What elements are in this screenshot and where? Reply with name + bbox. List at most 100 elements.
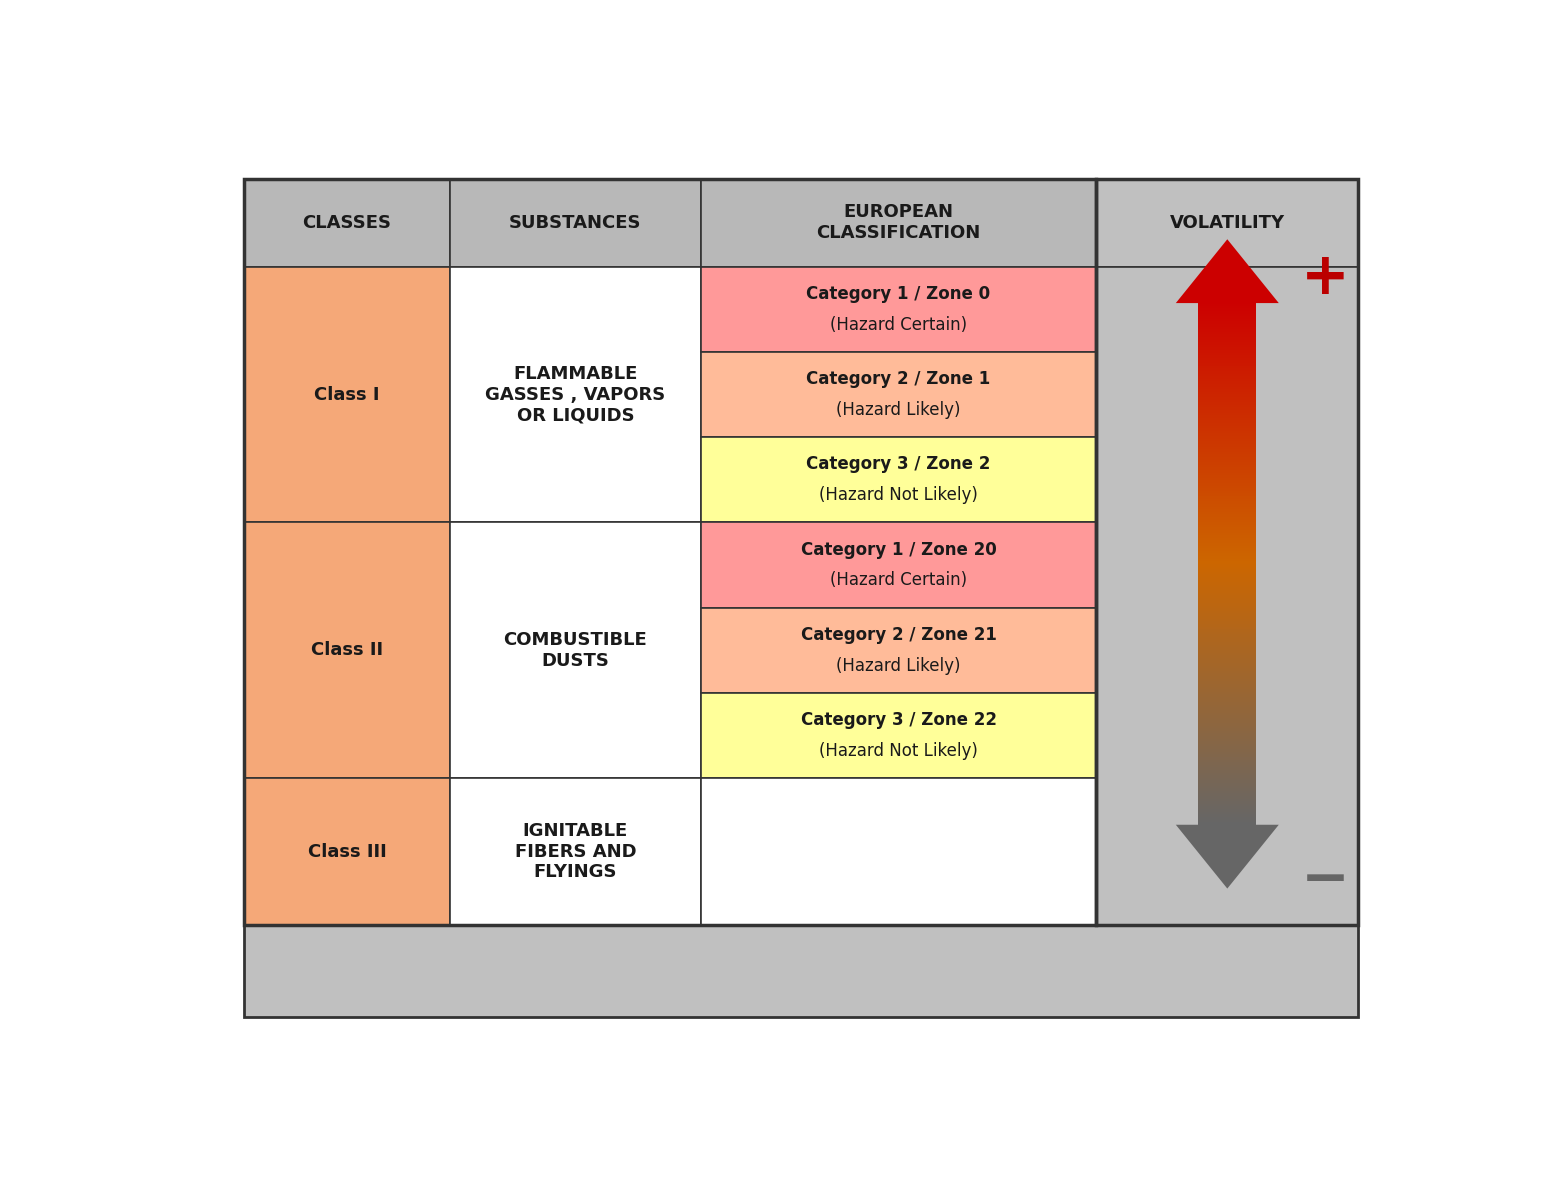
Bar bbox=[1199, 609, 1257, 611]
Bar bbox=[1199, 525, 1257, 527]
Bar bbox=[1199, 559, 1257, 561]
Bar bbox=[1199, 553, 1257, 556]
Bar bbox=[1199, 596, 1257, 598]
Text: (Hazard Certain): (Hazard Certain) bbox=[830, 572, 967, 590]
Bar bbox=[1199, 478, 1257, 481]
Bar bbox=[450, 179, 700, 266]
Bar bbox=[1199, 551, 1257, 553]
Bar bbox=[1199, 639, 1257, 642]
Bar bbox=[1199, 613, 1257, 616]
Bar bbox=[1199, 674, 1257, 676]
Bar bbox=[1199, 332, 1257, 334]
Bar bbox=[244, 266, 450, 522]
Bar bbox=[1199, 815, 1257, 817]
Bar bbox=[1199, 353, 1257, 355]
Bar bbox=[1199, 457, 1257, 459]
Bar bbox=[1199, 410, 1257, 413]
Text: EUROPEAN
CLASSIFICATION: EUROPEAN CLASSIFICATION bbox=[816, 204, 980, 242]
Text: SUBSTANCES: SUBSTANCES bbox=[510, 213, 642, 232]
Bar bbox=[1199, 822, 1257, 825]
Bar bbox=[1199, 702, 1257, 704]
Bar bbox=[1199, 459, 1257, 462]
Bar bbox=[1199, 418, 1257, 420]
Bar bbox=[1199, 465, 1257, 468]
Bar bbox=[1199, 520, 1257, 522]
Bar bbox=[244, 179, 1096, 925]
Text: Category 2 / Zone 21: Category 2 / Zone 21 bbox=[800, 626, 997, 644]
Bar bbox=[1199, 509, 1257, 511]
Bar bbox=[1199, 583, 1257, 585]
Bar bbox=[1199, 658, 1257, 661]
Bar bbox=[1199, 661, 1257, 663]
Bar bbox=[1199, 522, 1257, 525]
Polygon shape bbox=[1175, 239, 1279, 303]
Text: (Hazard Likely): (Hazard Likely) bbox=[836, 401, 961, 419]
Bar bbox=[1199, 741, 1257, 744]
Bar bbox=[700, 437, 1096, 522]
Bar bbox=[1199, 498, 1257, 501]
Bar bbox=[1199, 405, 1257, 407]
Bar bbox=[1199, 635, 1257, 637]
Bar bbox=[1199, 783, 1257, 786]
Bar bbox=[1199, 789, 1257, 791]
Bar bbox=[1199, 475, 1257, 478]
Bar bbox=[1199, 308, 1257, 311]
Bar bbox=[1199, 439, 1257, 442]
Bar bbox=[450, 522, 700, 778]
Bar bbox=[1199, 462, 1257, 465]
Text: (Hazard Not Likely): (Hazard Not Likely) bbox=[819, 487, 978, 504]
Bar bbox=[700, 352, 1096, 437]
Bar bbox=[1199, 468, 1257, 470]
Bar bbox=[1199, 689, 1257, 691]
Text: COMBUSTIBLE
DUSTS: COMBUSTIBLE DUSTS bbox=[503, 631, 647, 670]
Bar bbox=[1199, 501, 1257, 504]
Bar bbox=[1199, 723, 1257, 726]
Bar bbox=[1199, 403, 1257, 405]
Bar bbox=[1199, 720, 1257, 723]
Bar bbox=[1199, 713, 1257, 715]
Text: Category 2 / Zone 1: Category 2 / Zone 1 bbox=[807, 371, 991, 388]
Bar bbox=[1199, 504, 1257, 507]
Bar bbox=[1199, 303, 1257, 305]
Bar bbox=[700, 607, 1096, 693]
Bar bbox=[1199, 517, 1257, 520]
Bar bbox=[1199, 752, 1257, 754]
Bar bbox=[1199, 373, 1257, 377]
Bar bbox=[1199, 697, 1257, 700]
Bar bbox=[1199, 694, 1257, 697]
Bar bbox=[1199, 786, 1257, 789]
Bar bbox=[1199, 485, 1257, 488]
Bar bbox=[1199, 749, 1257, 752]
Bar bbox=[1199, 488, 1257, 491]
Bar bbox=[1199, 452, 1257, 455]
Bar bbox=[1199, 342, 1257, 345]
Bar bbox=[1199, 776, 1257, 778]
Bar bbox=[1199, 514, 1257, 517]
Bar bbox=[1199, 796, 1257, 799]
Bar bbox=[1199, 754, 1257, 757]
Bar bbox=[1199, 648, 1257, 650]
Bar bbox=[1199, 665, 1257, 668]
Bar bbox=[1199, 442, 1257, 444]
Bar bbox=[1199, 718, 1257, 720]
Bar bbox=[1199, 444, 1257, 446]
Bar bbox=[1199, 314, 1257, 316]
Text: Category 3 / Zone 2: Category 3 / Zone 2 bbox=[807, 456, 991, 474]
Text: IGNITABLE
FIBERS AND
FLYINGS: IGNITABLE FIBERS AND FLYINGS bbox=[514, 822, 636, 881]
Bar bbox=[1199, 619, 1257, 622]
Bar bbox=[1199, 337, 1257, 340]
Bar bbox=[1199, 446, 1257, 449]
Bar bbox=[1199, 371, 1257, 373]
Bar bbox=[1199, 802, 1257, 804]
Bar bbox=[1199, 527, 1257, 530]
Bar bbox=[700, 778, 1096, 925]
Bar bbox=[700, 266, 1096, 352]
Bar bbox=[1199, 321, 1257, 324]
Bar bbox=[1199, 626, 1257, 629]
Bar bbox=[1199, 381, 1257, 384]
Bar bbox=[1199, 548, 1257, 551]
Bar bbox=[1199, 652, 1257, 655]
Bar bbox=[1199, 778, 1257, 780]
Bar bbox=[1199, 423, 1257, 426]
Bar bbox=[1199, 804, 1257, 806]
